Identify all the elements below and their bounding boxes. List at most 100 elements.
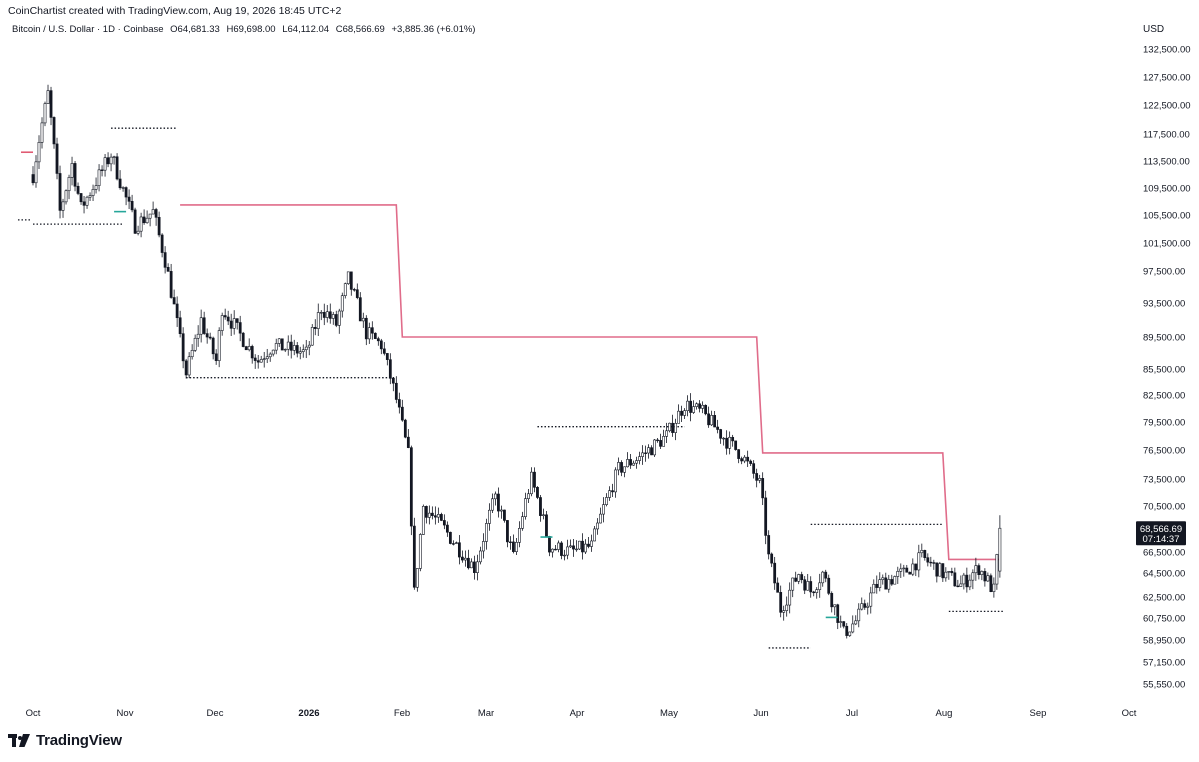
candle-body (713, 415, 717, 428)
candle-body (154, 209, 158, 218)
time-tick-label: 2026 (298, 708, 319, 719)
candle-body (409, 447, 413, 527)
candle-body (533, 471, 536, 488)
candle-body (980, 571, 984, 575)
time-tick-label: Dec (207, 708, 224, 719)
dotted-levels (17, 127, 1003, 649)
candle-body (617, 462, 620, 471)
candle-body (346, 271, 350, 284)
candle-body (196, 333, 200, 339)
candle-body (55, 143, 59, 174)
ohlc-close: C68,566.69 (335, 24, 385, 35)
candle-body (569, 545, 572, 548)
candle-body (145, 217, 149, 224)
candle-body (199, 317, 203, 335)
candle-body (809, 581, 813, 593)
candle-body (187, 356, 191, 376)
candle-body (190, 350, 194, 358)
candle-body (758, 478, 762, 481)
candle-body (494, 493, 497, 500)
time-tick-label: Oct (1122, 708, 1137, 719)
candle-body (418, 534, 422, 569)
last-price-countdown: 07:14:37 (1143, 534, 1180, 545)
candle-body (277, 338, 281, 344)
candle-body (551, 548, 554, 553)
candle-body (124, 187, 128, 198)
ohlc-change: +3,885.36 (+6.01%) (391, 24, 476, 35)
price-tick-label: 79,500.00 (1143, 418, 1185, 429)
tradingview-logo[interactable]: TradingView (8, 732, 122, 749)
candle-body (578, 540, 581, 550)
candle-body (554, 548, 557, 551)
candle-body (205, 333, 209, 338)
candle-body (193, 337, 197, 351)
candle-body (935, 562, 939, 577)
candle-body (157, 217, 161, 236)
candle-body (677, 410, 680, 424)
candle-body (926, 557, 930, 563)
candle-body (388, 359, 392, 379)
candle-body (322, 312, 326, 318)
candle-body (914, 563, 918, 571)
time-tick-label: Aug (936, 708, 953, 719)
candle-body (301, 349, 305, 352)
candle-body (938, 563, 942, 577)
candle-body (292, 345, 296, 351)
candle-body (479, 550, 482, 563)
candle-body (902, 567, 906, 570)
tradingview-logo-icon (8, 733, 30, 747)
candle-body (971, 572, 975, 581)
candle-body (623, 466, 626, 473)
candle-body (349, 271, 353, 290)
candle-body (178, 317, 182, 334)
candle-body (536, 487, 539, 498)
candle-body (653, 439, 656, 456)
candle-body (214, 353, 218, 361)
candle-body (776, 582, 780, 593)
candle-body (854, 620, 858, 625)
candle-body (587, 543, 590, 547)
candle-body (361, 317, 365, 322)
price-tick-label: 82,500.00 (1143, 391, 1185, 402)
time-tick-label: Oct (26, 708, 41, 719)
price-tick-label: 85,500.00 (1143, 365, 1185, 376)
candle-body (445, 524, 449, 533)
time-tick-label: Nov (117, 708, 134, 719)
candle-body (527, 493, 530, 499)
candle-body (656, 439, 659, 442)
candle-body (358, 297, 362, 322)
time-tick-label: Jul (846, 708, 858, 719)
candle-body (614, 469, 617, 493)
candle-body (289, 341, 293, 351)
candle-body (463, 557, 467, 561)
price-tick-label: 76,500.00 (1143, 446, 1185, 457)
price-axis[interactable]: 132,500.00 127,500.00 122,500.00 117,500.00… (1143, 45, 1191, 691)
candle-body (286, 341, 290, 350)
price-tick-label: 132,500.00 (1143, 45, 1191, 56)
time-axis[interactable]: Oct Nov Dec 2026 Feb Mar Apr May Jun Jul Aug Sep Oct (26, 708, 1137, 719)
candle-body (262, 358, 266, 360)
candle-body (373, 332, 377, 339)
candle-body (878, 579, 882, 588)
candle-body (893, 576, 897, 585)
candle-body (229, 320, 233, 329)
candle-body (166, 267, 170, 272)
candle-body (76, 185, 80, 194)
candle-body (439, 514, 443, 521)
candle-body (403, 419, 407, 438)
candle-body (503, 509, 506, 521)
candle-body (235, 318, 239, 323)
candle-body (734, 440, 738, 450)
candle-body (767, 535, 771, 555)
candle-body (37, 142, 41, 163)
candle-body (457, 542, 461, 558)
candle-body (112, 156, 116, 158)
ohlc-low: L64,112.04 (282, 24, 330, 35)
candle-body (647, 447, 650, 454)
candle-body (67, 177, 71, 192)
candle-body (476, 561, 479, 573)
candle-body (118, 178, 122, 189)
candle-body (575, 548, 578, 551)
candle-body (79, 193, 83, 203)
